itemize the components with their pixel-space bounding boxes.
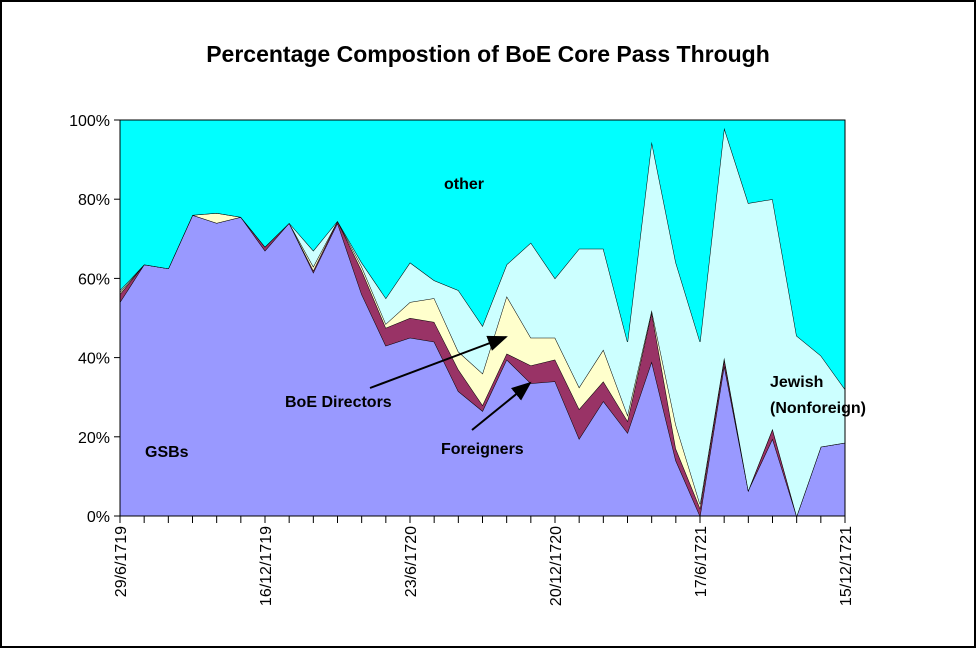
series-label: Foreigners [441,441,524,458]
chart-title: Percentage Compostion of BoE Core Pass T… [206,41,770,67]
arrow [369,335,508,389]
x-tick-label: 16/12/1719 [258,526,275,606]
x-tick-label: 29/6/1719 [113,526,130,597]
series-label: Jewish (Nonforeign) [770,374,866,417]
y-tick-label: 0% [87,509,110,526]
area [120,120,845,390]
x-tick-label: 15/12/1721 [838,526,855,606]
area [120,215,845,517]
y-tick-label: 60% [78,271,110,288]
y-tick-label: 80% [78,192,110,209]
series-label: BoE Directors [285,394,392,411]
x-tick-label: 17/6/1721 [693,526,710,597]
series-label: GSBs [145,444,189,461]
series-label: other [444,176,484,193]
arrow [471,381,532,431]
x-tick-label: 23/6/1720 [403,526,420,597]
x-tick-label: 20/12/1720 [548,526,565,606]
area [120,127,845,517]
y-tick-label: 40% [78,351,110,368]
y-tick-label: 20% [78,430,110,447]
y-tick-label: 100% [69,113,110,130]
